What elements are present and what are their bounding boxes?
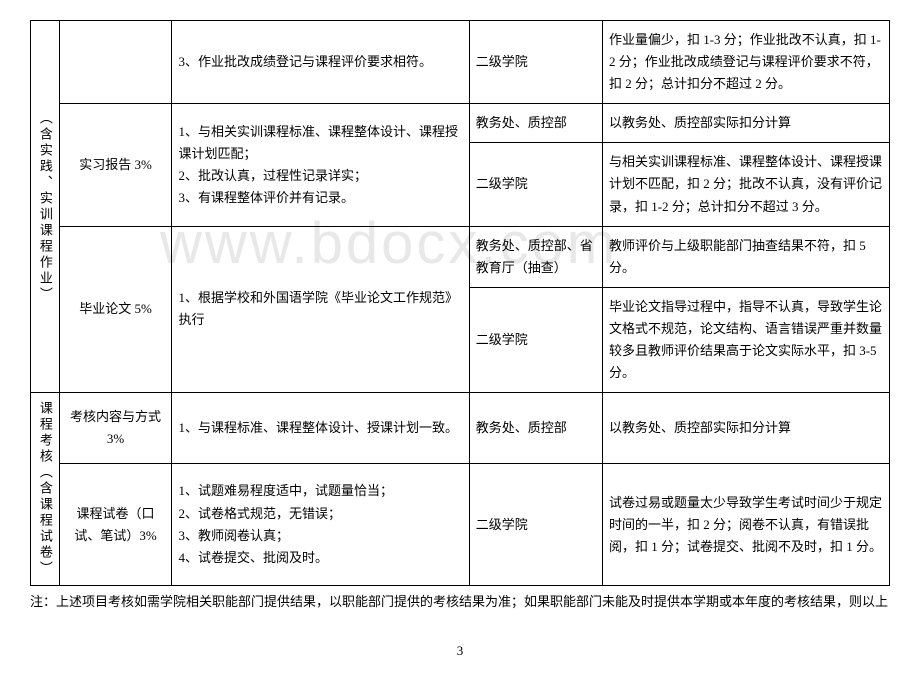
item-cell: 毕业论文 5% [59, 226, 172, 393]
table-row: 实习报告 3%1、与相关实训课程标准、课程整体设计、课程授课计划匹配；2、批改认… [31, 104, 890, 143]
scoring-cell: 以教务处、质控部实际扣分计算 [602, 393, 889, 464]
page-number: 3 [30, 643, 890, 659]
criteria-cell: 1、试题难易程度适中，试题量恰当；2、试卷格式规范，无错误；3、教师阅卷认真；4… [172, 464, 469, 586]
department-cell: 二级学院 [469, 21, 602, 104]
department-cell: 教务处、质控部 [469, 104, 602, 143]
document-content: （含实践、实训课程作业）3、作业批改成绩登记与课程评价要求相符。二级学院作业量偏… [30, 20, 890, 659]
scoring-cell: 教师评价与上级职能部门抽查结果不符，扣 5 分。 [602, 226, 889, 287]
criteria-cell: 1、根据学校和外国语学院《毕业论文工作规范》执行 [172, 226, 469, 393]
department-cell: 二级学院 [469, 287, 602, 392]
table-row: 课程试卷（口试、笔试）3%1、试题难易程度适中，试题量恰当；2、试卷格式规范，无… [31, 464, 890, 586]
item-cell: 实习报告 3% [59, 104, 172, 226]
criteria-cell: 1、与相关实训课程标准、课程整体设计、课程授课计划匹配；2、批改认真，过程性记录… [172, 104, 469, 226]
department-cell: 二级学院 [469, 143, 602, 226]
item-cell: 考核内容与方式 3% [59, 393, 172, 464]
table-row: （含实践、实训课程作业）3、作业批改成绩登记与课程评价要求相符。二级学院作业量偏… [31, 21, 890, 104]
scoring-cell: 作业量偏少，扣 1-3 分；作业批改不认真，扣 1-2 分；作业批改成绩登记与课… [602, 21, 889, 104]
scoring-cell: 与相关实训课程标准、课程整体设计、课程授课计划不匹配，扣 2 分；批改不认真，没… [602, 143, 889, 226]
department-cell: 教务处、质控部 [469, 393, 602, 464]
scoring-cell: 毕业论文指导过程中，指导不认真，导致学生论文格式不规范，论文结构、语言错误严重并… [602, 287, 889, 392]
scoring-cell: 以教务处、质控部实际扣分计算 [602, 104, 889, 143]
assessment-table: （含实践、实训课程作业）3、作业批改成绩登记与课程评价要求相符。二级学院作业量偏… [30, 20, 890, 586]
criteria-cell: 1、与课程标准、课程整体设计、授课计划一致。 [172, 393, 469, 464]
category-cell: （含实践、实训课程作业） [31, 21, 60, 393]
criteria-cell: 3、作业批改成绩登记与课程评价要求相符。 [172, 21, 469, 104]
category-cell: 课程考核（含课程试卷） [31, 393, 60, 586]
item-cell: 课程试卷（口试、笔试）3% [59, 464, 172, 586]
footnote: 注：上述项目考核如需学院相关职能部门提供结果，以职能部门提供的考核结果为准；如果… [30, 592, 890, 613]
department-cell: 二级学院 [469, 464, 602, 586]
item-cell [59, 21, 172, 104]
table-row: 课程考核（含课程试卷）考核内容与方式 3%1、与课程标准、课程整体设计、授课计划… [31, 393, 890, 464]
table-row: 毕业论文 5%1、根据学校和外国语学院《毕业论文工作规范》执行教务处、质控部、省… [31, 226, 890, 287]
scoring-cell: 试卷过易或题量太少导致学生考试时间少于规定时间的一半，扣 2 分；阅卷不认真，有… [602, 464, 889, 586]
department-cell: 教务处、质控部、省教育厅（抽查） [469, 226, 602, 287]
